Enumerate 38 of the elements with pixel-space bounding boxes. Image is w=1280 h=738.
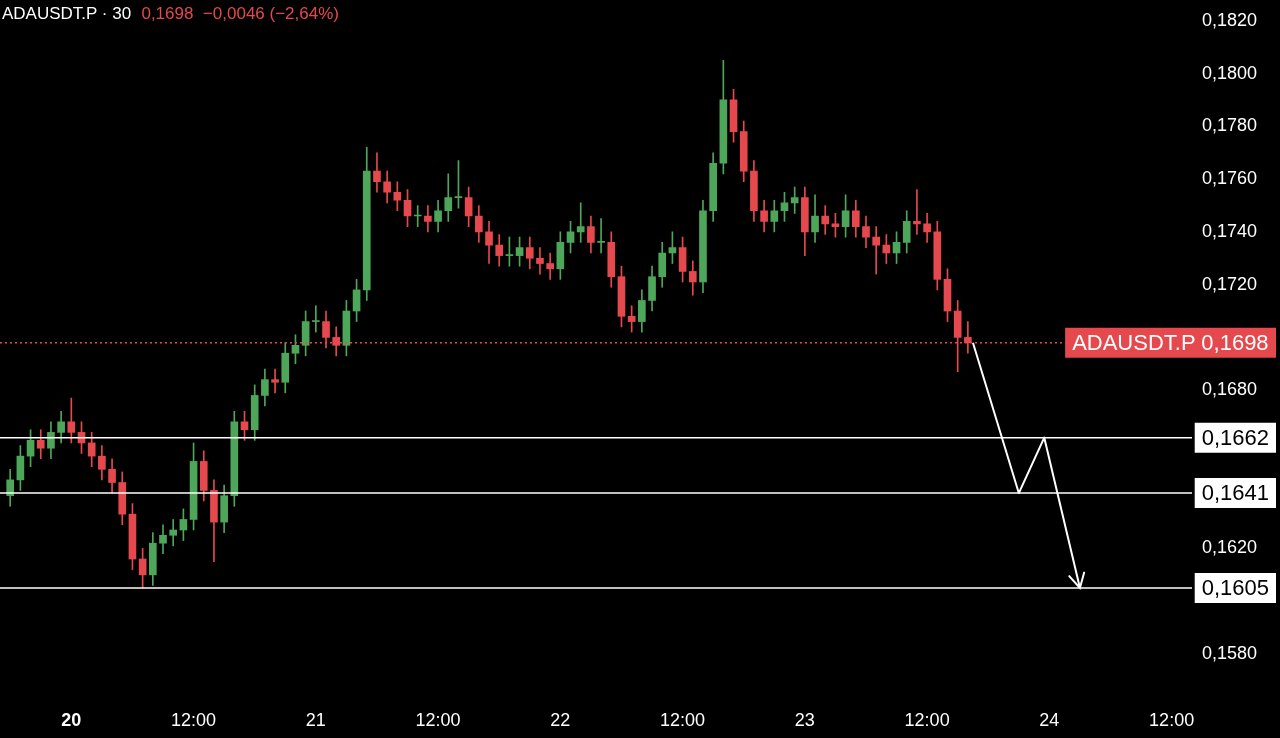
x-tick-label: 23 <box>794 709 815 730</box>
candlestick <box>576 202 585 243</box>
chart-subtitle: 0,1698 −0,0046 (−2,64%) <box>141 4 339 24</box>
x-tick-label: 12:00 <box>171 709 217 730</box>
x-tick-label: 24 <box>1039 709 1060 730</box>
y-tick-label: 0,1780 <box>1202 115 1258 136</box>
ref-line-label: 0,1605 <box>1201 575 1270 601</box>
candlestick <box>312 305 320 333</box>
candlestick <box>271 368 279 394</box>
candlestick <box>536 247 544 275</box>
y-tick-label: 0,1720 <box>1202 273 1258 294</box>
y-tick-label: 0,1820 <box>1202 9 1258 30</box>
candlestick <box>821 205 830 235</box>
y-tick-label: 0,1680 <box>1202 379 1258 400</box>
candlestick <box>597 218 605 254</box>
x-tick-label: 12:00 <box>1149 709 1195 730</box>
candlestick <box>169 519 178 547</box>
x-tick-label: 12:00 <box>904 709 950 730</box>
x-tick-label: 22 <box>550 709 571 730</box>
candlestick <box>373 152 381 193</box>
chart-title: ADAUSDT.P · 30 <box>2 4 132 24</box>
ref-line-label: 0,1662 <box>1201 424 1270 450</box>
candlestick <box>424 205 432 233</box>
y-tick-label: 0,1580 <box>1202 642 1258 663</box>
x-tick-label: 21 <box>305 709 326 730</box>
candlestick <box>913 189 921 235</box>
y-tick-label: 0,1740 <box>1202 220 1258 241</box>
x-tick-label: 12:00 <box>415 709 461 730</box>
candlestick <box>546 252 554 280</box>
candlestick <box>872 226 880 275</box>
ref-line-label: ADAUSDT.P 0,1698 <box>1072 329 1269 355</box>
ref-line-label: 0,1641 <box>1201 480 1270 506</box>
y-tick-label: 0,1620 <box>1202 537 1258 558</box>
candlestick <box>923 213 931 243</box>
x-tick-label: 12:00 <box>660 709 706 730</box>
y-tick-label: 0,1760 <box>1202 168 1258 189</box>
y-tick-label: 0,1800 <box>1202 62 1258 83</box>
x-tick-label: 20 <box>61 709 82 730</box>
